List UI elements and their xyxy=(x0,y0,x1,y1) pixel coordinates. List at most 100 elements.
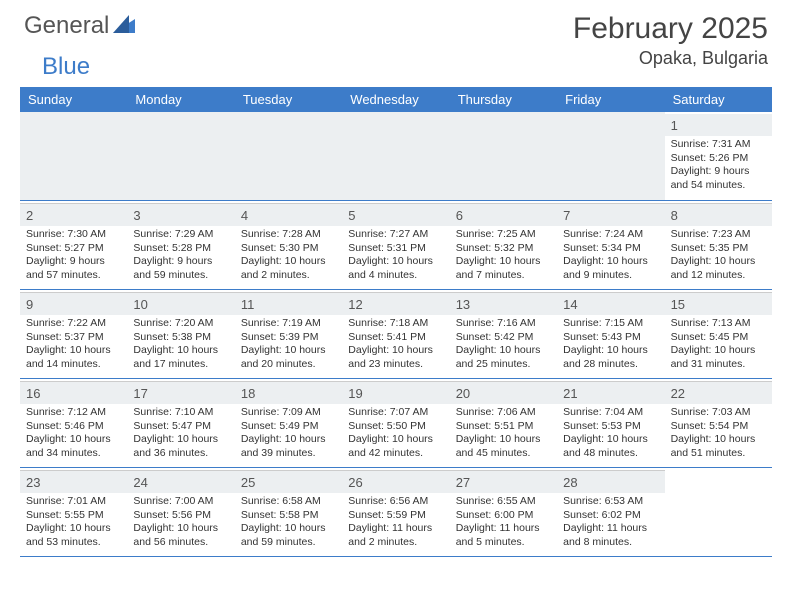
calendar-day-cell: 18Sunrise: 7:09 AMSunset: 5:49 PMDayligh… xyxy=(235,379,342,467)
sunset-text: Sunset: 5:42 PM xyxy=(456,331,551,345)
calendar-week-row: 16Sunrise: 7:12 AMSunset: 5:46 PMDayligh… xyxy=(20,379,772,468)
day-number: 8 xyxy=(665,203,772,226)
sunset-text: Sunset: 5:43 PM xyxy=(563,331,658,345)
calendar-day-cell: 8Sunrise: 7:23 AMSunset: 5:35 PMDaylight… xyxy=(665,201,772,289)
day-number: 6 xyxy=(450,203,557,226)
calendar-day-cell: 27Sunrise: 6:55 AMSunset: 6:00 PMDayligh… xyxy=(450,468,557,556)
sunset-text: Sunset: 5:54 PM xyxy=(671,420,766,434)
sunrise-text: Sunrise: 7:25 AM xyxy=(456,228,551,242)
daylight-text: Daylight: 9 hours and 54 minutes. xyxy=(671,165,766,192)
sunrise-text: Sunrise: 7:28 AM xyxy=(241,228,336,242)
daylight-text: Daylight: 10 hours and 48 minutes. xyxy=(563,433,658,460)
sunrise-text: Sunrise: 6:56 AM xyxy=(348,495,443,509)
calendar-day-cell: 26Sunrise: 6:56 AMSunset: 5:59 PMDayligh… xyxy=(342,468,449,556)
sunset-text: Sunset: 5:31 PM xyxy=(348,242,443,256)
daylight-text: Daylight: 10 hours and 28 minutes. xyxy=(563,344,658,371)
sunset-text: Sunset: 5:38 PM xyxy=(133,331,228,345)
logo: General xyxy=(24,12,137,40)
sunrise-text: Sunrise: 7:19 AM xyxy=(241,317,336,331)
calendar-empty-cell xyxy=(557,112,664,200)
day-number: 14 xyxy=(557,292,664,315)
day-number: 17 xyxy=(127,381,234,404)
sunset-text: Sunset: 5:50 PM xyxy=(348,420,443,434)
logo-word-1: General xyxy=(24,12,109,40)
sunset-text: Sunset: 5:47 PM xyxy=(133,420,228,434)
sunset-text: Sunset: 5:45 PM xyxy=(671,331,766,345)
sunrise-text: Sunrise: 7:22 AM xyxy=(26,317,121,331)
calendar-empty-cell xyxy=(235,112,342,200)
calendar-day-cell: 14 Sunrise: 7:15 AMSunset: 5:43 PMDayligh… xyxy=(557,290,664,378)
sunrise-text: Sunrise: 7:06 AM xyxy=(456,406,551,420)
calendar-day-cell: 28Sunrise: 6:53 AMSunset: 6:02 PMDayligh… xyxy=(557,468,664,556)
daylight-text: Daylight: 9 hours and 57 minutes. xyxy=(26,255,121,282)
month-title: February 2025 xyxy=(573,12,768,46)
title-block: February 2025 Opaka, Bulgaria xyxy=(573,12,768,69)
calendar-day-cell: 11Sunrise: 7:19 AMSunset: 5:39 PMDayligh… xyxy=(235,290,342,378)
day-number: 1 xyxy=(665,114,772,136)
sunrise-text: Sunrise: 7:03 AM xyxy=(671,406,766,420)
calendar-day-cell: 12Sunrise: 7:18 AMSunset: 5:41 PMDayligh… xyxy=(342,290,449,378)
calendar-day-cell: 3Sunrise: 7:29 AMSunset: 5:28 PMDaylight… xyxy=(127,201,234,289)
sunset-text: Sunset: 5:56 PM xyxy=(133,509,228,523)
sunrise-text: Sunrise: 7:30 AM xyxy=(26,228,121,242)
daylight-text: Daylight: 10 hours and 39 minutes. xyxy=(241,433,336,460)
sunrise-text: Sunrise: 6:53 AM xyxy=(563,495,658,509)
sunset-text: Sunset: 5:27 PM xyxy=(26,242,121,256)
day-number: 7 xyxy=(557,203,664,226)
sunset-text: Sunset: 5:32 PM xyxy=(456,242,551,256)
sunrise-text: Sunrise: 7:18 AM xyxy=(348,317,443,331)
daylight-text: Daylight: 10 hours and 12 minutes. xyxy=(671,255,766,282)
sunrise-text: Sunrise: 6:58 AM xyxy=(241,495,336,509)
calendar-empty-cell xyxy=(665,468,772,556)
daylight-text: Daylight: 11 hours and 8 minutes. xyxy=(563,522,658,549)
calendar-empty-cell xyxy=(450,112,557,200)
daylight-text: Daylight: 9 hours and 59 minutes. xyxy=(133,255,228,282)
calendar-day-cell: 23Sunrise: 7:01 AMSunset: 5:55 PMDayligh… xyxy=(20,468,127,556)
sunset-text: Sunset: 5:28 PM xyxy=(133,242,228,256)
calendar-day-cell: 19Sunrise: 7:07 AMSunset: 5:50 PMDayligh… xyxy=(342,379,449,467)
sunrise-text: Sunrise: 7:20 AM xyxy=(133,317,228,331)
day-number: 21 xyxy=(557,381,664,404)
daylight-text: Daylight: 10 hours and 23 minutes. xyxy=(348,344,443,371)
sunrise-text: Sunrise: 7:31 AM xyxy=(671,138,766,152)
logo-word-2: Blue xyxy=(42,53,90,80)
daylight-text: Daylight: 10 hours and 59 minutes. xyxy=(241,522,336,549)
day-number: 10 xyxy=(127,292,234,315)
weekday-header: Tuesday xyxy=(235,87,342,112)
calendar-day-cell: 9Sunrise: 7:22 AMSunset: 5:37 PMDaylight… xyxy=(20,290,127,378)
calendar-empty-cell xyxy=(127,112,234,200)
daylight-text: Daylight: 10 hours and 36 minutes. xyxy=(133,433,228,460)
sunset-text: Sunset: 5:55 PM xyxy=(26,509,121,523)
sunrise-text: Sunrise: 7:01 AM xyxy=(26,495,121,509)
sunrise-text: Sunrise: 7:16 AM xyxy=(456,317,551,331)
logo-triangle-icon xyxy=(113,15,135,38)
calendar-day-cell: 24Sunrise: 7:00 AMSunset: 5:56 PMDayligh… xyxy=(127,468,234,556)
day-number: 4 xyxy=(235,203,342,226)
calendar-day-cell: 5Sunrise: 7:27 AMSunset: 5:31 PMDaylight… xyxy=(342,201,449,289)
calendar-day-cell: 22Sunrise: 7:03 AMSunset: 5:54 PMDayligh… xyxy=(665,379,772,467)
daylight-text: Daylight: 10 hours and 4 minutes. xyxy=(348,255,443,282)
daylight-text: Daylight: 10 hours and 9 minutes. xyxy=(563,255,658,282)
day-number: 5 xyxy=(342,203,449,226)
sunset-text: Sunset: 5:39 PM xyxy=(241,331,336,345)
sunset-text: Sunset: 6:02 PM xyxy=(563,509,658,523)
daylight-text: Daylight: 10 hours and 2 minutes. xyxy=(241,255,336,282)
calendar-week-row: 1Sunrise: 7:31 AMSunset: 5:26 PMDaylight… xyxy=(20,112,772,201)
daylight-text: Daylight: 10 hours and 7 minutes. xyxy=(456,255,551,282)
day-number: 3 xyxy=(127,203,234,226)
day-number: 15 xyxy=(665,292,772,315)
daylight-text: Daylight: 10 hours and 25 minutes. xyxy=(456,344,551,371)
sunrise-text: Sunrise: 7:15 AM xyxy=(563,317,658,331)
calendar-day-cell: 7Sunrise: 7:24 AMSunset: 5:34 PMDaylight… xyxy=(557,201,664,289)
calendar-week-row: 23Sunrise: 7:01 AMSunset: 5:55 PMDayligh… xyxy=(20,468,772,557)
weekday-header-row: Sunday Monday Tuesday Wednesday Thursday… xyxy=(20,87,772,112)
day-number: 9 xyxy=(20,292,127,315)
sunset-text: Sunset: 5:53 PM xyxy=(563,420,658,434)
sunrise-text: Sunrise: 7:04 AM xyxy=(563,406,658,420)
sunset-text: Sunset: 5:41 PM xyxy=(348,331,443,345)
location-label: Opaka, Bulgaria xyxy=(573,48,768,69)
day-number: 24 xyxy=(127,470,234,493)
calendar-empty-cell xyxy=(20,112,127,200)
daylight-text: Daylight: 11 hours and 5 minutes. xyxy=(456,522,551,549)
calendar-day-cell: 6 Sunrise: 7:25 AMSunset: 5:32 PMDaylight… xyxy=(450,201,557,289)
